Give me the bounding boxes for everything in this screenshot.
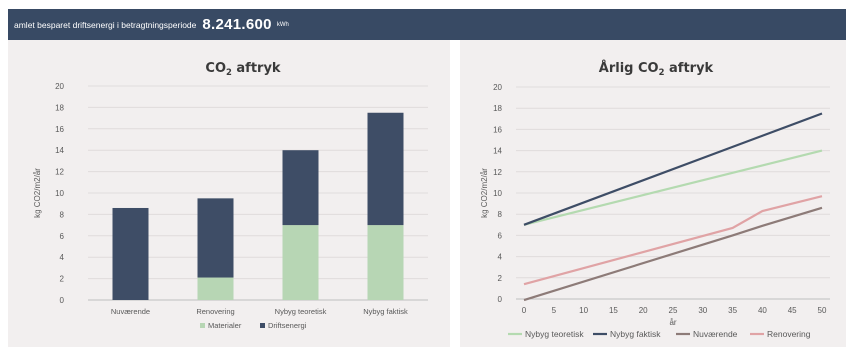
legend-label: Nuværende (693, 329, 738, 339)
x-tick-label: 45 (788, 306, 797, 315)
bar-segment (197, 198, 234, 278)
legend-label: Renovering (767, 329, 811, 339)
y-tick-label: 16 (493, 125, 502, 134)
bar-segment (197, 277, 234, 300)
legend-label: Nybyg teoretisk (525, 329, 584, 339)
y-tick-label: 6 (60, 232, 65, 241)
x-tick-label: 35 (728, 306, 737, 315)
x-tick-label: Renovering (196, 307, 234, 316)
banner-value: 8.241.600 (202, 16, 272, 33)
y-tick-label: 4 (60, 253, 65, 262)
bar-segment (282, 225, 319, 300)
series-line (523, 206, 823, 302)
bar-segment (112, 207, 149, 300)
y-tick-label: 8 (60, 210, 65, 219)
legend-label: Driftsenergi (268, 321, 307, 330)
y-tick-label: 8 (498, 210, 503, 219)
x-tick-label: 20 (639, 306, 648, 315)
x-tick-label: 15 (609, 306, 618, 315)
y-tick-label: 2 (498, 274, 503, 283)
legend-swatch (260, 323, 265, 328)
y-tick-label: 14 (493, 147, 502, 156)
y-tick-label: 0 (60, 296, 65, 305)
x-tick-label: Nuværende (111, 307, 150, 316)
x-tick-label: 10 (579, 306, 588, 315)
chart-title: Årlig CO2 aftryk (599, 60, 714, 77)
x-tick-label: 30 (698, 306, 707, 315)
y-tick-label: 0 (498, 295, 503, 304)
banner-unit: kWh (276, 21, 289, 28)
x-tick-label: 40 (758, 306, 767, 315)
y-axis-label: kg CO2/m2/år (480, 168, 489, 218)
y-tick-label: 10 (55, 189, 64, 198)
series-line (523, 195, 823, 286)
co2-bar-chart: CO2 aftryk 0 2 4 6 8 10 12 14 16 18 20 kg CO2/m2/år N… (33, 61, 428, 330)
y-tick-label: 12 (493, 168, 502, 177)
y-tick-label: 14 (55, 146, 64, 155)
x-tick-label: 50 (818, 306, 827, 315)
y-tick-label: 10 (493, 189, 502, 198)
y-tick-label: 12 (55, 168, 64, 177)
series-line (523, 149, 823, 226)
annual-co2-line-chart: Årlig CO2 aftryk 0 2 4 6 8 10 12 14 16 18 20 0 5 10 15 2… (480, 60, 830, 339)
x-tick-label: 5 (552, 306, 557, 315)
chart-title: CO2 aftryk (205, 61, 281, 77)
x-tick-label: 0 (522, 306, 527, 315)
bar-segment (367, 225, 404, 300)
summary-banner: amlet besparet driftsenergi i betragtnin… (8, 9, 846, 40)
x-tick-label: Nybyg teoretisk (275, 307, 327, 316)
y-tick-label: 16 (55, 125, 64, 134)
x-axis-label: år (669, 318, 676, 327)
annual-co2-chart-panel: Årlig CO2 aftryk 0 2 4 6 8 10 12 14 16 18 20 0 5 10 15 2… (460, 40, 846, 347)
y-axis-label: kg CO2/m2/år (33, 168, 42, 218)
y-tick-label: 2 (60, 275, 65, 284)
legend-label: Nybyg faktisk (610, 329, 661, 339)
y-tick-label: 6 (498, 231, 503, 240)
bar-segment (282, 150, 319, 226)
legend-swatch (200, 323, 205, 328)
banner-label: amlet besparet driftsenergi i betragtnin… (14, 19, 197, 30)
x-tick-label: 25 (669, 306, 678, 315)
y-tick-label: 18 (55, 103, 64, 112)
co2-chart-panel: CO2 aftryk 0 2 4 6 8 10 12 14 16 18 20 kg CO2/m2/år N… (8, 40, 450, 347)
y-tick-label: 20 (55, 82, 64, 91)
bar-segment (367, 112, 404, 226)
series-line (523, 112, 823, 226)
y-tick-label: 20 (493, 83, 502, 92)
y-tick-label: 18 (493, 104, 502, 113)
x-tick-label: Nybyg faktisk (363, 307, 408, 316)
y-tick-label: 4 (498, 253, 503, 262)
legend-label: Materialer (208, 321, 242, 330)
